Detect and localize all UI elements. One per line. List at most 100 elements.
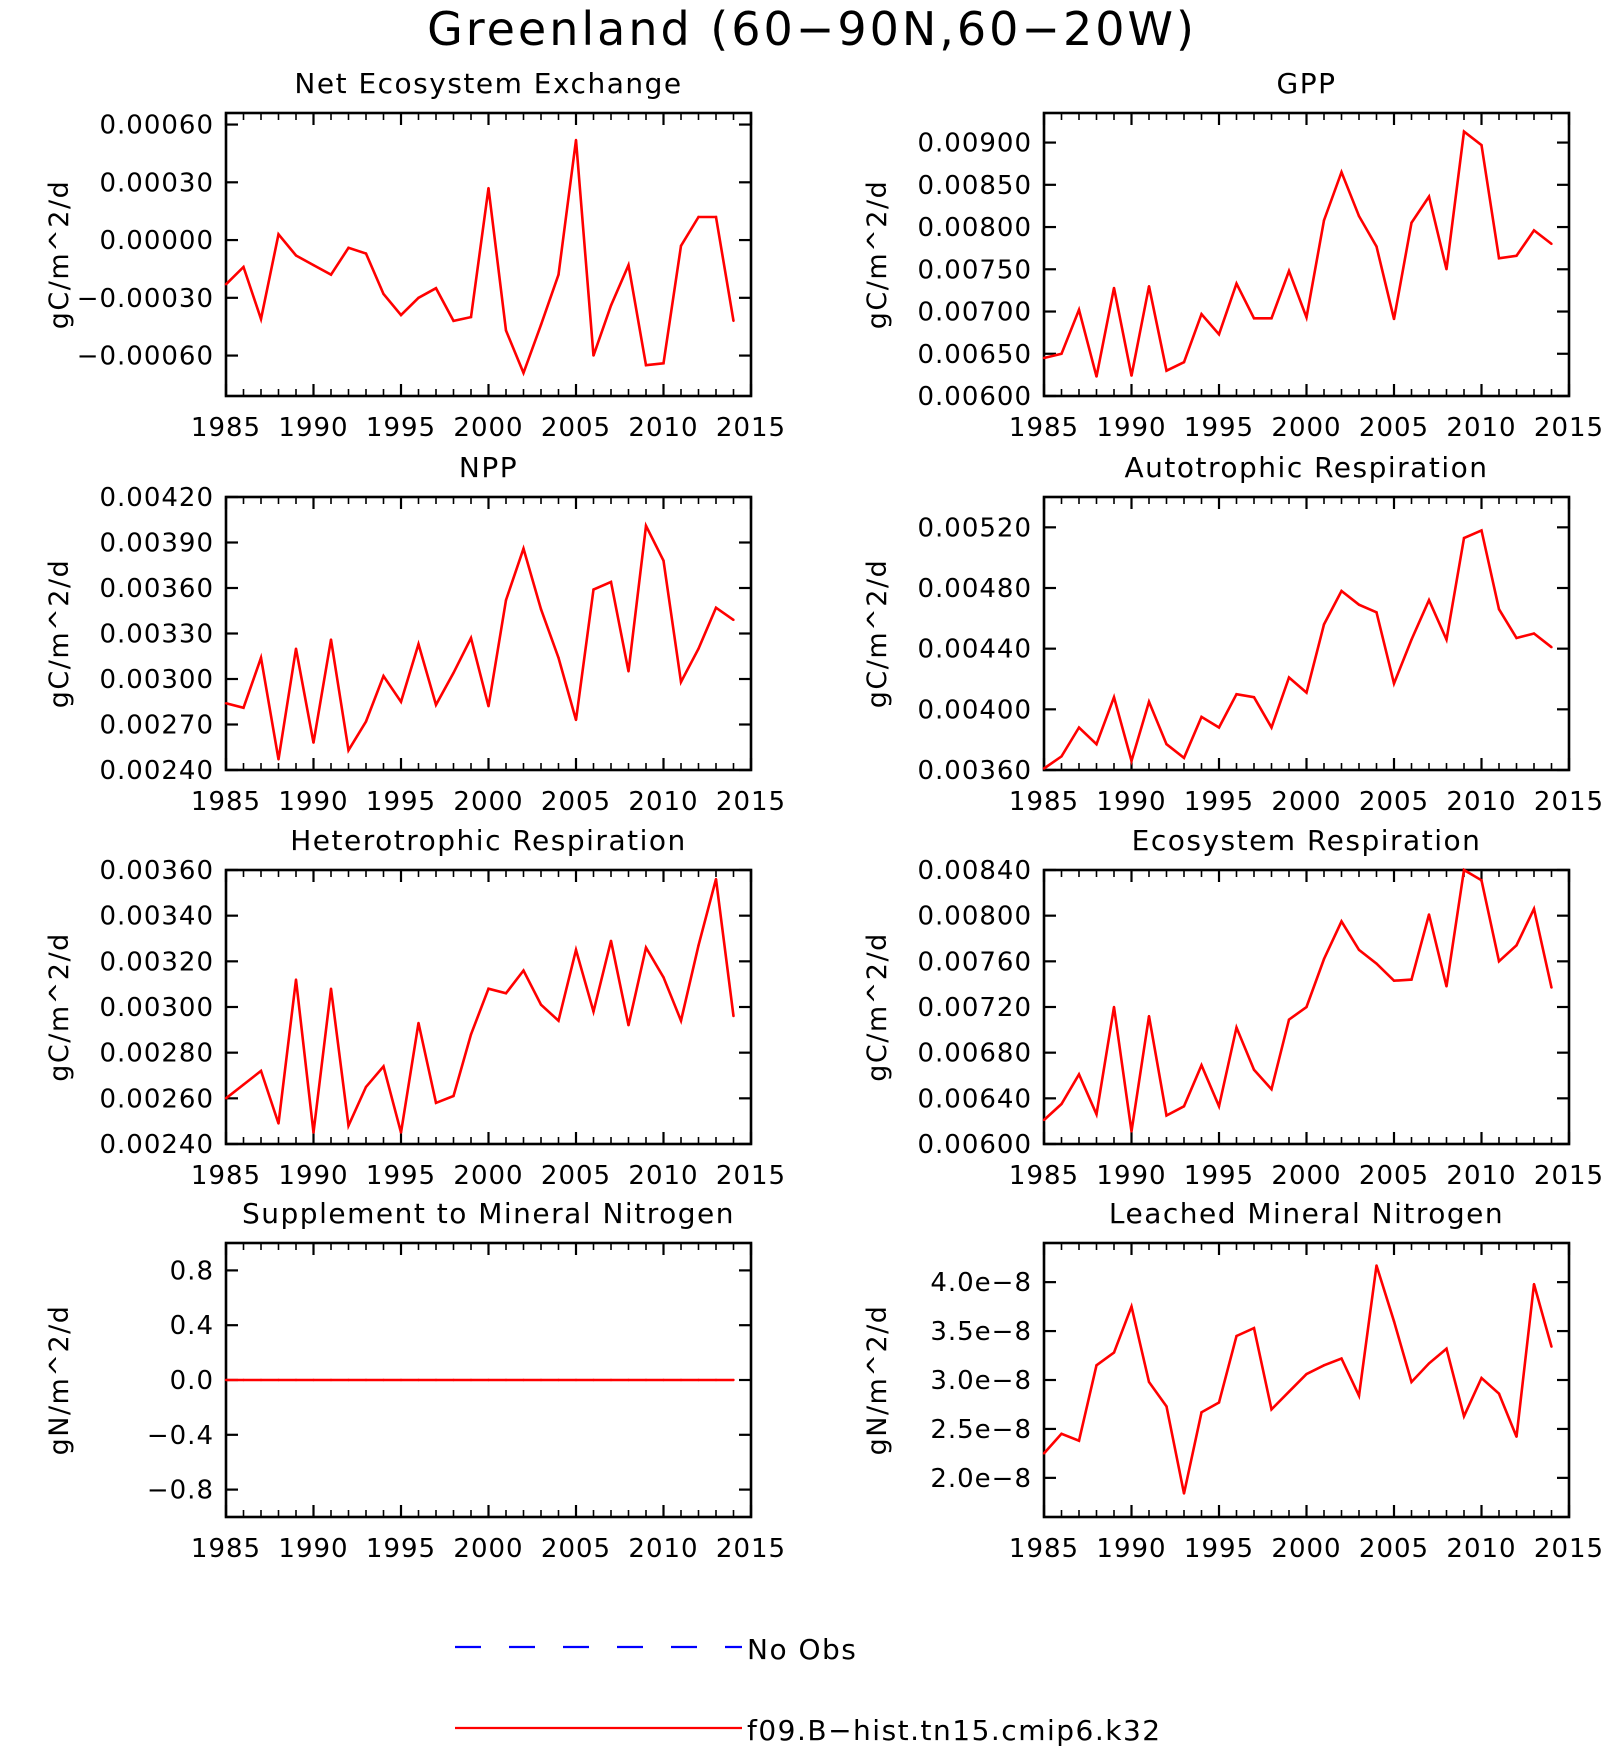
data-point: [644, 1378, 648, 1382]
data-point: [504, 992, 508, 995]
x-tick-label: 2005: [1359, 413, 1429, 443]
data-point: [679, 1019, 683, 1022]
data-point: [417, 1021, 420, 1025]
data-point: [242, 265, 245, 269]
data-point: [1060, 1432, 1063, 1436]
data-point: [1497, 608, 1501, 611]
data-point: [732, 1378, 735, 1382]
x-tick-label: 1990: [278, 1161, 348, 1191]
data-point: [557, 1378, 560, 1382]
data-point: [1550, 646, 1553, 649]
data-point: [732, 319, 735, 323]
x-tick-label: 1995: [366, 787, 436, 817]
x-tick-label: 1990: [278, 413, 348, 443]
data-point: [347, 1124, 350, 1127]
x-tick-label: 1995: [366, 1534, 436, 1564]
data-point: [574, 138, 578, 142]
x-tick-label: 2000: [1271, 1534, 1341, 1564]
x-tick-label: 1990: [1096, 1534, 1166, 1564]
data-point: [592, 1010, 595, 1013]
data-point: [1357, 948, 1361, 952]
data-point: [487, 705, 490, 708]
data-point: [1287, 676, 1291, 679]
x-tick-label: 2010: [1446, 1161, 1516, 1191]
series-line: [1043, 867, 1553, 1132]
y-tick-label: −0.4: [147, 1421, 214, 1451]
y-tick-label: 0.00650: [917, 340, 1032, 370]
x-tick-label: 1990: [1096, 787, 1166, 817]
data-point: [1095, 743, 1098, 746]
y-axis-label: gC/m^2/d: [862, 559, 893, 708]
x-tick-label: 2005: [541, 413, 611, 443]
data-point: [364, 252, 368, 255]
plot-frame: [1042, 111, 1571, 398]
x-tick-label: 1995: [1184, 413, 1254, 443]
data-point: [1480, 1376, 1483, 1380]
data-point: [382, 292, 385, 296]
data-point: [1410, 1380, 1413, 1384]
data-point: [1305, 1372, 1308, 1376]
panel-0: Net Ecosystem Exchange gC/m^2/d 1985 1990 19…: [44, 67, 785, 443]
data-point: [364, 720, 368, 723]
x-tick-label: 2010: [1446, 787, 1516, 817]
x-tick-label: 2015: [716, 787, 786, 817]
data-point: [1410, 978, 1413, 981]
y-tick-label: 0.00640: [917, 1084, 1032, 1114]
x-tick-label: 2000: [1271, 413, 1341, 443]
y-tick-label: −0.00060: [77, 342, 214, 372]
data-point: [1340, 920, 1343, 923]
data-point: [1130, 1130, 1133, 1133]
x-tick-label: 2015: [1534, 413, 1604, 443]
plot-frame: [224, 495, 753, 772]
data-point: [329, 638, 333, 641]
y-tick-label: 0.00440: [917, 635, 1032, 665]
x-tick-label: 2010: [628, 413, 698, 443]
data-point: [347, 246, 350, 249]
y-tick-label: 0.00800: [917, 213, 1032, 243]
data-point: [1375, 1264, 1378, 1267]
panel-title: NPP: [459, 451, 518, 484]
data-point: [1235, 1334, 1238, 1338]
data-point: [1182, 1492, 1186, 1495]
series-line: [1043, 1265, 1553, 1494]
x-tick-label: 1985: [191, 413, 261, 443]
data-point: [1392, 317, 1396, 321]
data-point: [1077, 1073, 1081, 1076]
y-axis-label: gN/m^2/d: [862, 1305, 893, 1456]
panel-7: Leached Mineral Nitrogen gN/m^2/d 1985 1990…: [862, 1197, 1603, 1564]
data-point: [1340, 170, 1343, 174]
data-point: [1287, 1390, 1291, 1393]
data-point: [1357, 603, 1361, 606]
x-tick-label: 2015: [716, 1161, 786, 1191]
data-point: [1147, 1014, 1151, 1018]
x-tick-label: 1985: [191, 1534, 261, 1564]
y-tick-label: 0.00300: [99, 993, 214, 1023]
data-point: [1270, 726, 1273, 729]
panel-title: Supplement to Mineral Nitrogen: [242, 1197, 735, 1230]
data-point: [1235, 693, 1238, 696]
x-tick-label: 2000: [453, 1534, 523, 1564]
y-tick-label: 3.0e−8: [930, 1366, 1032, 1396]
data-point: [1217, 726, 1221, 729]
data-point: [592, 354, 595, 357]
data-point: [329, 987, 333, 990]
data-point: [469, 1378, 473, 1382]
data-point: [242, 706, 245, 709]
data-point: [277, 1122, 280, 1125]
data-point: [1322, 957, 1326, 961]
data-point: [574, 1378, 578, 1382]
y-tick-label: 0.00280: [99, 1039, 214, 1069]
data-point: [1445, 268, 1448, 271]
y-axis-label: gC/m^2/d: [44, 932, 75, 1081]
data-point: [644, 946, 648, 949]
y-tick-label: 0.00270: [99, 711, 214, 741]
data-point: [417, 642, 420, 646]
y-tick-label: 0.00330: [99, 620, 214, 650]
x-tick-label: 1995: [1184, 787, 1254, 817]
data-point: [662, 362, 665, 365]
data-point: [522, 371, 525, 375]
data-point: [1532, 907, 1536, 910]
data-point: [504, 598, 508, 602]
data-point: [364, 1378, 368, 1382]
data-point: [242, 1378, 245, 1382]
